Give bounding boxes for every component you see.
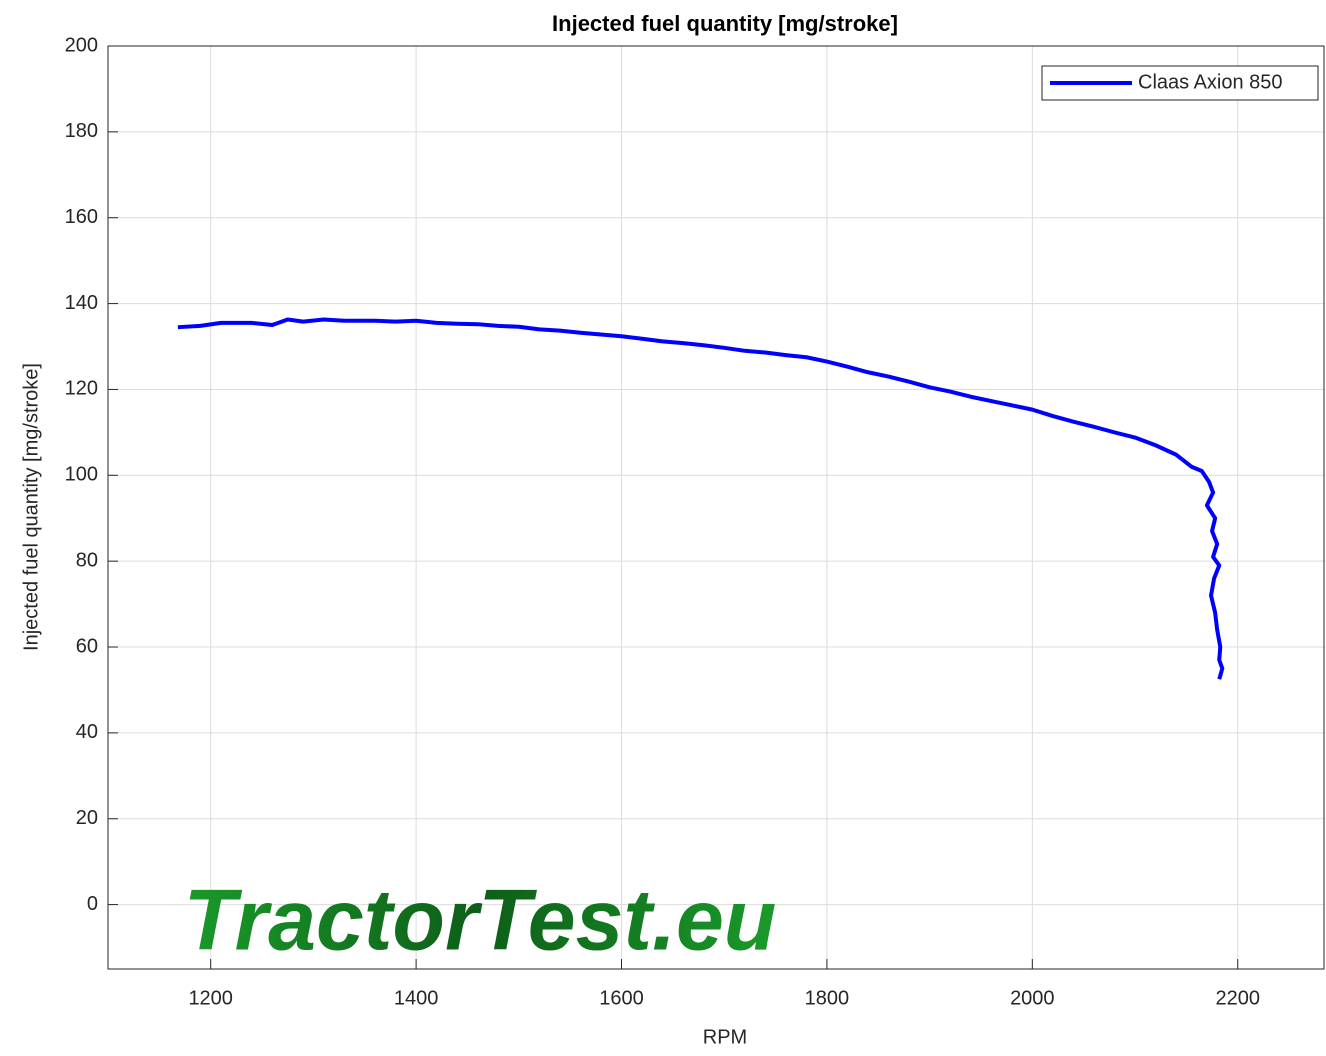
y-tick-label: 100 <box>65 464 98 486</box>
y-tick-label: 160 <box>65 206 98 228</box>
data-line <box>177 317 1225 680</box>
chart-title: Injected fuel quantity [mg/stroke] <box>552 11 898 36</box>
x-tick-label: 2200 <box>1215 987 1260 1009</box>
x-tick-label: 2000 <box>1010 987 1055 1009</box>
x-tick-label: 1600 <box>599 987 644 1009</box>
y-tick-label: 180 <box>65 120 98 142</box>
watermark: TractorTest.eu <box>184 873 777 969</box>
y-tick-label: 200 <box>65 34 98 56</box>
y-tick-label: 40 <box>76 721 98 743</box>
plot-frame <box>107 45 1325 970</box>
legend-label: Claas Axion 850 <box>1138 71 1283 93</box>
x-tick-label: 1200 <box>188 987 233 1009</box>
x-tick-label: 1800 <box>805 987 850 1009</box>
y-tick-label: 120 <box>65 378 98 400</box>
x-axis-label: RPM <box>703 1026 747 1048</box>
y-tick-label: 80 <box>76 549 98 571</box>
y-tick-label: 0 <box>87 893 98 915</box>
y-tick-label: 20 <box>76 807 98 829</box>
y-tick-label: 140 <box>65 292 98 314</box>
y-tick-label: 60 <box>76 635 98 657</box>
x-tick-label: 1400 <box>394 987 439 1009</box>
y-axis-label: Injected fuel quantity [mg/stroke] <box>20 363 42 651</box>
